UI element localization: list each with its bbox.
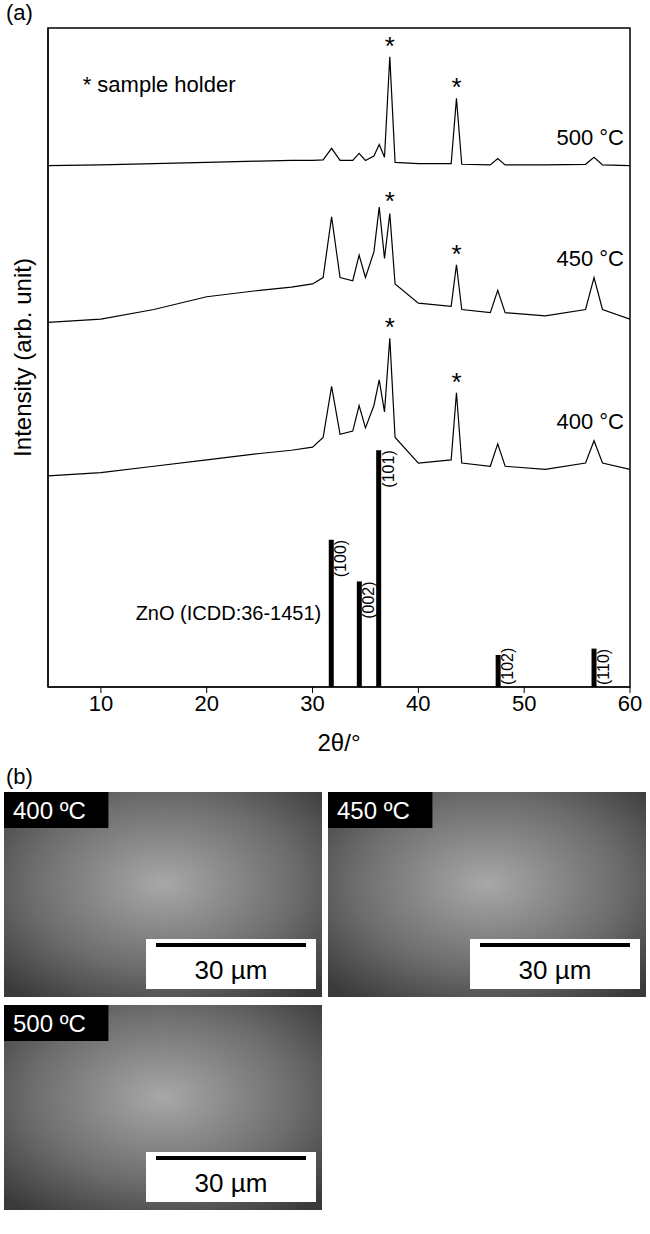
svg-text:450 °C: 450 °C xyxy=(556,246,624,271)
svg-text:(002): (002) xyxy=(360,581,377,618)
svg-text:30: 30 xyxy=(300,691,324,716)
svg-text:(102): (102) xyxy=(499,648,516,685)
svg-text:20: 20 xyxy=(194,691,218,716)
svg-text:*: * xyxy=(451,239,461,269)
html-text:(b): (b) xyxy=(6,764,33,789)
svg-text:(101): (101) xyxy=(380,450,397,487)
svg-text:30 µm: 30 µm xyxy=(195,955,268,985)
html-text:(a): (a) xyxy=(6,0,33,25)
svg-text:Intensity (arb. unit): Intensity (arb. unit) xyxy=(9,258,36,457)
svg-text:*: * xyxy=(385,312,395,342)
svg-text:60: 60 xyxy=(618,691,642,716)
svg-text:400 ºC: 400 ºC xyxy=(13,797,86,824)
svg-text:50: 50 xyxy=(512,691,536,716)
svg-text:*: * xyxy=(385,31,395,61)
svg-text:*: * xyxy=(385,186,395,216)
svg-text:450 ºC: 450 ºC xyxy=(337,797,410,824)
svg-text:2θ/°: 2θ/° xyxy=(318,729,361,756)
svg-text:500 ºC: 500 ºC xyxy=(13,1010,86,1037)
svg-text:40: 40 xyxy=(406,691,430,716)
svg-text:(110): (110) xyxy=(595,649,612,685)
svg-text:* sample holder: * sample holder xyxy=(83,72,236,97)
svg-text:*: * xyxy=(451,367,461,397)
svg-text:10: 10 xyxy=(89,691,113,716)
svg-text:ZnO (ICDD:36-1451): ZnO (ICDD:36-1451) xyxy=(136,602,322,624)
svg-text:30 µm: 30 µm xyxy=(519,955,592,985)
svg-text:500 °C: 500 °C xyxy=(556,125,624,150)
svg-text:400 °C: 400 °C xyxy=(556,409,624,434)
svg-text:*: * xyxy=(451,72,461,102)
svg-text:(100): (100) xyxy=(332,540,349,577)
svg-text:30 µm: 30 µm xyxy=(195,1168,268,1198)
